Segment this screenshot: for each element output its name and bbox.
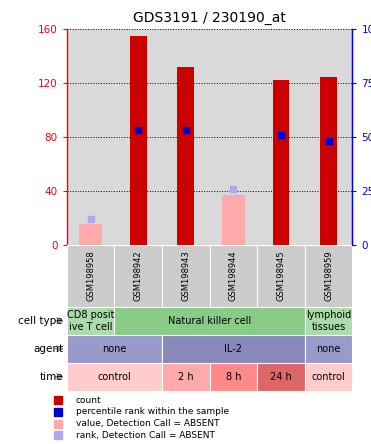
- Text: cell type: cell type: [19, 316, 63, 326]
- Bar: [79, 224, 102, 245]
- Bar: [162, 335, 305, 363]
- Text: none: none: [102, 344, 127, 354]
- Bar: [114, 29, 162, 245]
- Bar: [114, 307, 305, 335]
- Text: percentile rank within the sample: percentile rank within the sample: [76, 408, 229, 416]
- Text: CD8 posit
ive T cell: CD8 posit ive T cell: [67, 310, 114, 332]
- Bar: [305, 307, 352, 335]
- Bar: [67, 245, 114, 307]
- Text: 24 h: 24 h: [270, 372, 292, 382]
- Bar: [67, 307, 114, 335]
- Text: agent: agent: [33, 344, 63, 354]
- Text: none: none: [316, 344, 341, 354]
- Text: rank, Detection Call = ABSENT: rank, Detection Call = ABSENT: [76, 431, 215, 440]
- Text: GSM198943: GSM198943: [181, 250, 190, 301]
- Text: value, Detection Call = ABSENT: value, Detection Call = ABSENT: [76, 419, 220, 428]
- Bar: [130, 36, 147, 245]
- Bar: [210, 245, 257, 307]
- Bar: [162, 29, 210, 245]
- Text: time: time: [39, 372, 63, 382]
- Bar: [221, 195, 245, 245]
- Bar: [305, 335, 352, 363]
- Text: GSM198942: GSM198942: [134, 250, 143, 301]
- Bar: [273, 80, 289, 245]
- Text: IL-2: IL-2: [224, 344, 242, 354]
- Bar: [114, 245, 162, 307]
- Bar: [177, 67, 194, 245]
- Text: lymphoid
tissues: lymphoid tissues: [306, 310, 351, 332]
- Text: control: control: [98, 372, 131, 382]
- Text: GSM198945: GSM198945: [276, 250, 286, 301]
- Text: Natural killer cell: Natural killer cell: [168, 316, 251, 326]
- Bar: [257, 363, 305, 391]
- Title: GDS3191 / 230190_at: GDS3191 / 230190_at: [133, 11, 286, 25]
- Bar: [210, 29, 257, 245]
- Bar: [67, 363, 162, 391]
- Text: 2 h: 2 h: [178, 372, 194, 382]
- Bar: [257, 245, 305, 307]
- Bar: [210, 363, 257, 391]
- Bar: [162, 363, 210, 391]
- Bar: [305, 363, 352, 391]
- Bar: [257, 29, 305, 245]
- Bar: [305, 245, 352, 307]
- Text: control: control: [312, 372, 345, 382]
- Text: count: count: [76, 396, 102, 405]
- Bar: [67, 335, 162, 363]
- Text: GSM198944: GSM198944: [229, 250, 238, 301]
- Text: GSM198959: GSM198959: [324, 250, 333, 301]
- Text: 8 h: 8 h: [226, 372, 241, 382]
- Bar: [162, 245, 210, 307]
- Bar: [320, 77, 337, 245]
- Bar: [305, 29, 352, 245]
- Bar: [67, 29, 114, 245]
- Text: GSM198958: GSM198958: [86, 250, 95, 301]
